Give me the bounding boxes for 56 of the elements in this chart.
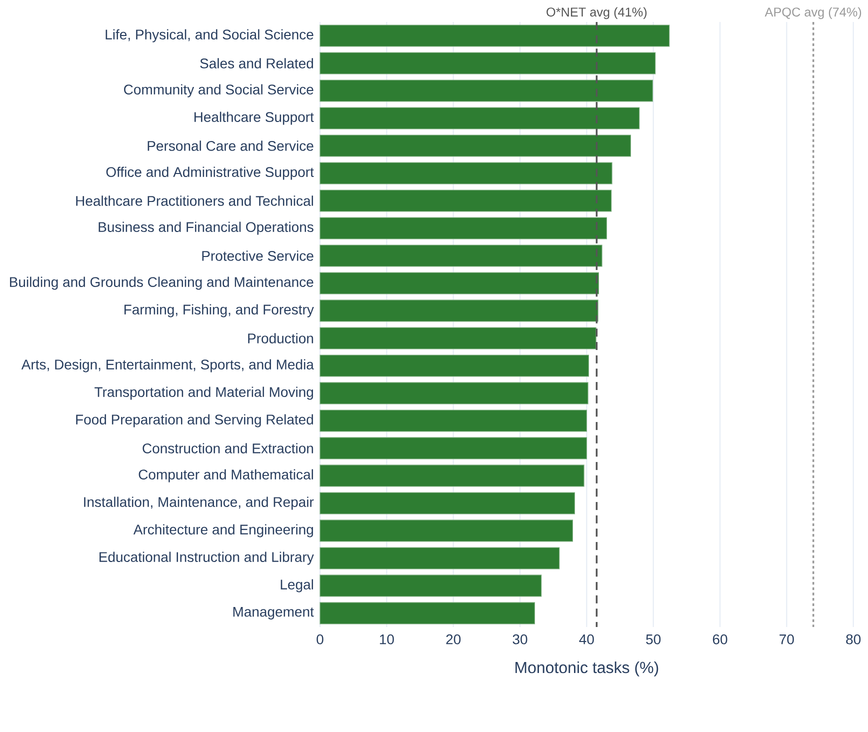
y-tick-label: Life, Physical, and Social Science <box>106 29 314 42</box>
bar <box>320 602 535 624</box>
x-tick-label: 10 <box>380 634 394 644</box>
bar <box>320 547 560 570</box>
y-tick-label: Legal <box>280 579 314 592</box>
bar <box>320 24 670 47</box>
bar <box>320 217 607 240</box>
bar <box>320 80 653 102</box>
y-tick-label: Farming, Fishing, and Forestry <box>124 304 314 318</box>
bar <box>320 354 590 377</box>
bar <box>320 382 588 404</box>
x-tick-label: 80 <box>846 634 861 644</box>
bar <box>320 134 632 157</box>
bar <box>320 410 587 432</box>
y-tick-label: Arts, Design, Entertainment, Sports, and Media <box>21 359 314 372</box>
y-tick-label: Office and Administrative Support <box>106 166 314 180</box>
x-tick-label: 60 <box>712 634 728 644</box>
y-tick-label: Educational Instruction and Library <box>100 552 314 565</box>
y-tick-label: Personal Care and Service <box>148 140 314 151</box>
y-tick-label: Protective Service <box>202 250 314 261</box>
bar <box>320 492 576 514</box>
y-tick-label: Computer and Mathematical <box>138 469 313 482</box>
y-tick-label: Healthcare Support <box>194 112 314 125</box>
y-tick-label: Installation, Maintenance, and Repair <box>84 496 314 510</box>
y-tick-label: Construction and Extraction <box>142 443 314 454</box>
bar <box>320 190 612 212</box>
y-tick-label: Architecture and Engineering <box>133 524 314 538</box>
y-tick-label: Building and Grounds Cleaning and Maintenance <box>10 276 314 290</box>
y-tick-label: Transportation and Material Moving <box>94 386 314 400</box>
x-axis-title: Monotonic tasks (%) <box>516 661 658 676</box>
bar <box>320 327 596 350</box>
bar <box>320 244 602 267</box>
x-tick-label: 70 <box>780 634 794 644</box>
bar <box>320 272 599 294</box>
y-tick-label: Healthcare Practitioners and Technical <box>76 196 313 206</box>
x-tick-label: 40 <box>579 634 594 644</box>
bar <box>320 162 612 184</box>
y-tick-label: Sales and Related <box>200 58 314 68</box>
x-tick-label: 50 <box>646 634 661 644</box>
bar <box>320 464 584 487</box>
y-tick-label: Management <box>233 606 314 620</box>
y-tick-label: Business and Financial Operations <box>98 222 314 235</box>
bar <box>320 300 598 322</box>
bar <box>320 520 573 542</box>
y-tick-label: Production <box>248 333 314 344</box>
bar <box>320 52 656 74</box>
x-tick-label: 0 <box>316 634 324 644</box>
ref-line-label: APQC avg (74%) <box>764 7 862 20</box>
ref-line-label: O*NET avg (41%) <box>546 7 647 20</box>
y-tick-label: Food Preparation and Serving Related <box>76 414 314 428</box>
bar <box>320 437 587 460</box>
x-tick-label: 30 <box>512 634 528 644</box>
bar <box>320 107 640 130</box>
y-tick-label: Community and Social Service <box>124 84 314 98</box>
x-tick-label: 20 <box>446 634 461 644</box>
bar <box>320 574 542 597</box>
